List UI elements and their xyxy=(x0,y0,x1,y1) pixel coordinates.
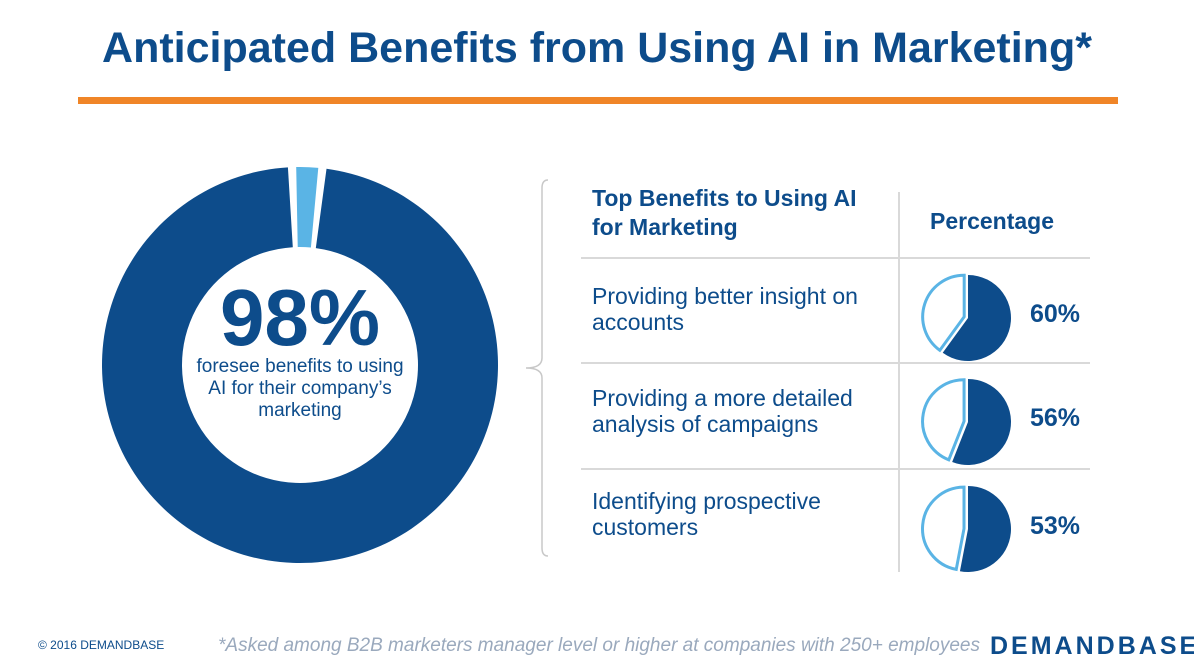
table-row-percent: 60% xyxy=(1030,300,1081,328)
table-row-label: Identifying prospective customers xyxy=(592,488,821,540)
row-divider xyxy=(581,362,1090,364)
pie-slice-value xyxy=(942,275,1011,361)
row-divider xyxy=(581,468,1090,470)
row-pie-chart xyxy=(921,273,1011,361)
donut-slice-main xyxy=(102,167,498,563)
headline-percent: 98% xyxy=(219,273,381,362)
headline-caption: foresee benefits to using AI for their c… xyxy=(196,356,404,421)
brace-icon xyxy=(525,179,549,557)
table-header-percentage: Percentage xyxy=(930,208,1055,234)
donut-slice-small xyxy=(296,167,319,248)
table-row-percent: 56% xyxy=(1030,404,1081,432)
pie-slice-remainder xyxy=(921,485,966,572)
copyright: © 2016 DEMANDBASE xyxy=(38,638,165,652)
table-row-label: Providing a more detailed analysis of ca… xyxy=(592,385,853,437)
column-divider xyxy=(898,192,900,572)
pie-slice-value xyxy=(959,486,1011,572)
table-row-label: Providing better insight on accounts xyxy=(592,283,858,335)
table-header-benefits: Top Benefits to Using AI for Marketing xyxy=(592,185,857,240)
row-pie-chart xyxy=(921,485,1011,572)
pie-slice-remainder xyxy=(921,378,966,462)
page-title: Anticipated Benefits from Using AI in Ma… xyxy=(102,24,1092,72)
row-divider xyxy=(581,257,1090,259)
title-underline xyxy=(78,97,1118,104)
pie-slice-remainder xyxy=(921,273,966,353)
footnote: *Asked among B2B marketers manager level… xyxy=(218,635,980,656)
pie-slice-value xyxy=(952,379,1011,465)
row-pie-chart xyxy=(921,378,1011,465)
donut-chart xyxy=(102,167,498,563)
demandbase-logo: DEMANDBASE xyxy=(990,632,1194,660)
table-row-percent: 53% xyxy=(1030,512,1081,540)
